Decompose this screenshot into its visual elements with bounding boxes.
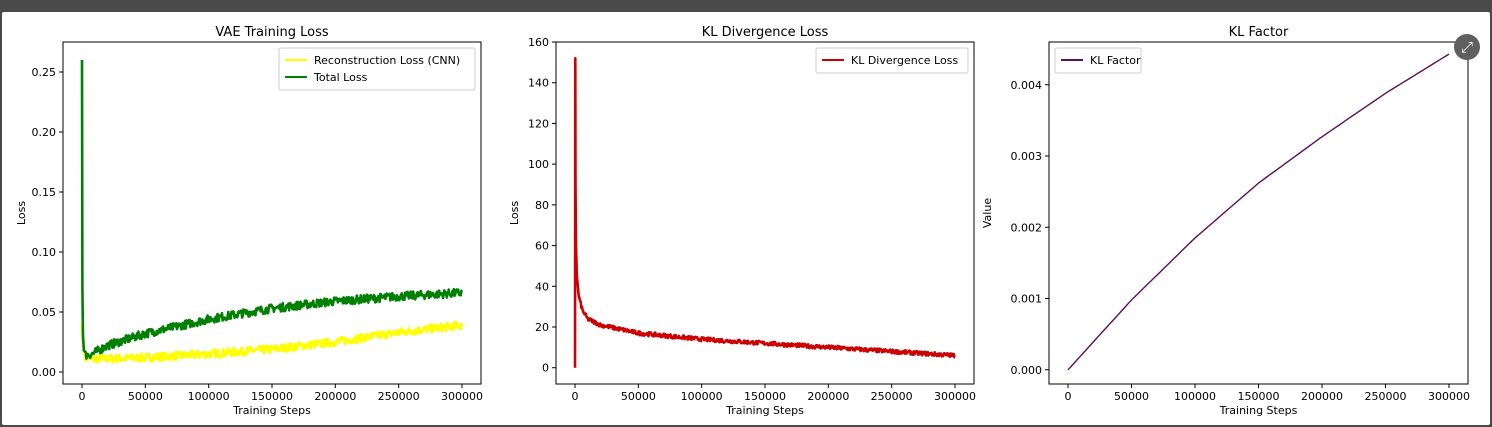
series-line-1 (1067, 53, 1450, 371)
y-tick-label: 60 (535, 240, 549, 253)
y-tick-label: 160 (528, 36, 549, 49)
legend-box (278, 47, 476, 91)
series-line-1 (573, 57, 956, 368)
x-tick-label: 200000 (1301, 390, 1343, 403)
y-tick-label: 0.20 (32, 126, 57, 139)
x-tick-label: 100000 (188, 390, 230, 403)
x-axis-label: Training Steps (232, 404, 311, 417)
chart-1: 0 50000 100000 150000 200000 250000 300000 0.00… (15, 25, 483, 417)
x-tick-label: 150000 (1238, 390, 1280, 403)
x-tick-label: 50000 (621, 390, 656, 403)
y-tick-label: 0.003 (1011, 150, 1043, 163)
axes-frame (555, 41, 975, 385)
x-tick-label: 0 (79, 390, 86, 403)
x-tick-label: 100000 (1174, 390, 1216, 403)
x-tick-label: 200000 (314, 390, 356, 403)
x-tick-label: 100000 (681, 390, 723, 403)
y-tick-label: 0.001 (1011, 293, 1043, 306)
legend-label: KL Factor (1090, 54, 1141, 67)
x-tick-label: 250000 (378, 390, 420, 403)
x-tick-label: 250000 (871, 390, 913, 403)
output-panel: 0 50000 100000 150000 200000 250000 300000 0.00… (2, 12, 1490, 425)
series-line-2 (80, 59, 464, 360)
y-tick-label: 40 (535, 280, 549, 293)
window-top-bar (0, 0, 1492, 12)
chart-title: KL Divergence Loss (702, 25, 829, 40)
y-tick-label: 0.25 (32, 66, 57, 79)
y-tick-label: 120 (528, 117, 549, 130)
y-axis-label: Loss (508, 201, 521, 225)
x-tick-label: 50000 (1114, 390, 1149, 403)
x-tick-label: 0 (572, 390, 579, 403)
y-tick-label: 140 (528, 77, 549, 90)
x-tick-label: 300000 (1428, 390, 1470, 403)
chart-title: VAE Training Loss (215, 25, 328, 40)
x-tick-label: 300000 (441, 390, 483, 403)
legend-box (1054, 47, 1142, 74)
y-tick-label: 80 (535, 199, 549, 212)
legend: KL Factor (1054, 47, 1142, 74)
expand-icon[interactable]: ⤢ (1454, 34, 1480, 60)
x-tick-label: 50000 (128, 390, 163, 403)
y-axis-label: Value (981, 198, 994, 228)
legend-label: Total Loss (313, 71, 368, 84)
x-axis-label: Training Steps (1219, 404, 1298, 417)
chart-2: 0 50000 100000 150000 200000 250000 300000 0 20 4… (508, 25, 976, 417)
legend-label: KL Divergence Loss (851, 54, 958, 67)
y-tick-label: 20 (535, 321, 549, 334)
x-tick-label: 0 (1065, 390, 1072, 403)
legend: Reconstruction Loss (CNN) Total Loss (278, 47, 476, 91)
x-axis-label: Training Steps (725, 404, 804, 417)
x-tick-label: 300000 (934, 390, 976, 403)
chart-title: KL Factor (1229, 25, 1289, 40)
figure: 0 50000 100000 150000 200000 250000 3000000.00… (15, 25, 1470, 417)
legend: KL Divergence Loss (815, 47, 969, 74)
legend-label: Reconstruction Loss (CNN) (314, 54, 460, 67)
y-tick-label: 100 (528, 158, 549, 171)
x-tick-label: 250000 (1364, 390, 1406, 403)
axes-frame (1048, 41, 1469, 385)
y-axis-label: Loss (15, 201, 28, 225)
y-tick-label: 0.004 (1011, 79, 1043, 92)
series-line-1 (80, 320, 464, 364)
x-tick-label: 150000 (744, 390, 786, 403)
y-tick-label: 0.000 (1011, 364, 1043, 377)
y-tick-label: 0.00 (32, 366, 57, 379)
chart-3: 0 50000 100000 150000 200000 250000 300000 0.00… (981, 25, 1470, 417)
y-tick-label: 0.10 (32, 246, 57, 259)
y-tick-label: 0.15 (32, 186, 57, 199)
x-tick-label: 150000 (251, 390, 293, 403)
y-tick-label: 0.002 (1011, 221, 1043, 234)
y-tick-label: 0 (542, 362, 549, 375)
x-tick-label: 200000 (807, 390, 849, 403)
legend-box (815, 47, 969, 74)
y-tick-label: 0.05 (32, 306, 57, 319)
